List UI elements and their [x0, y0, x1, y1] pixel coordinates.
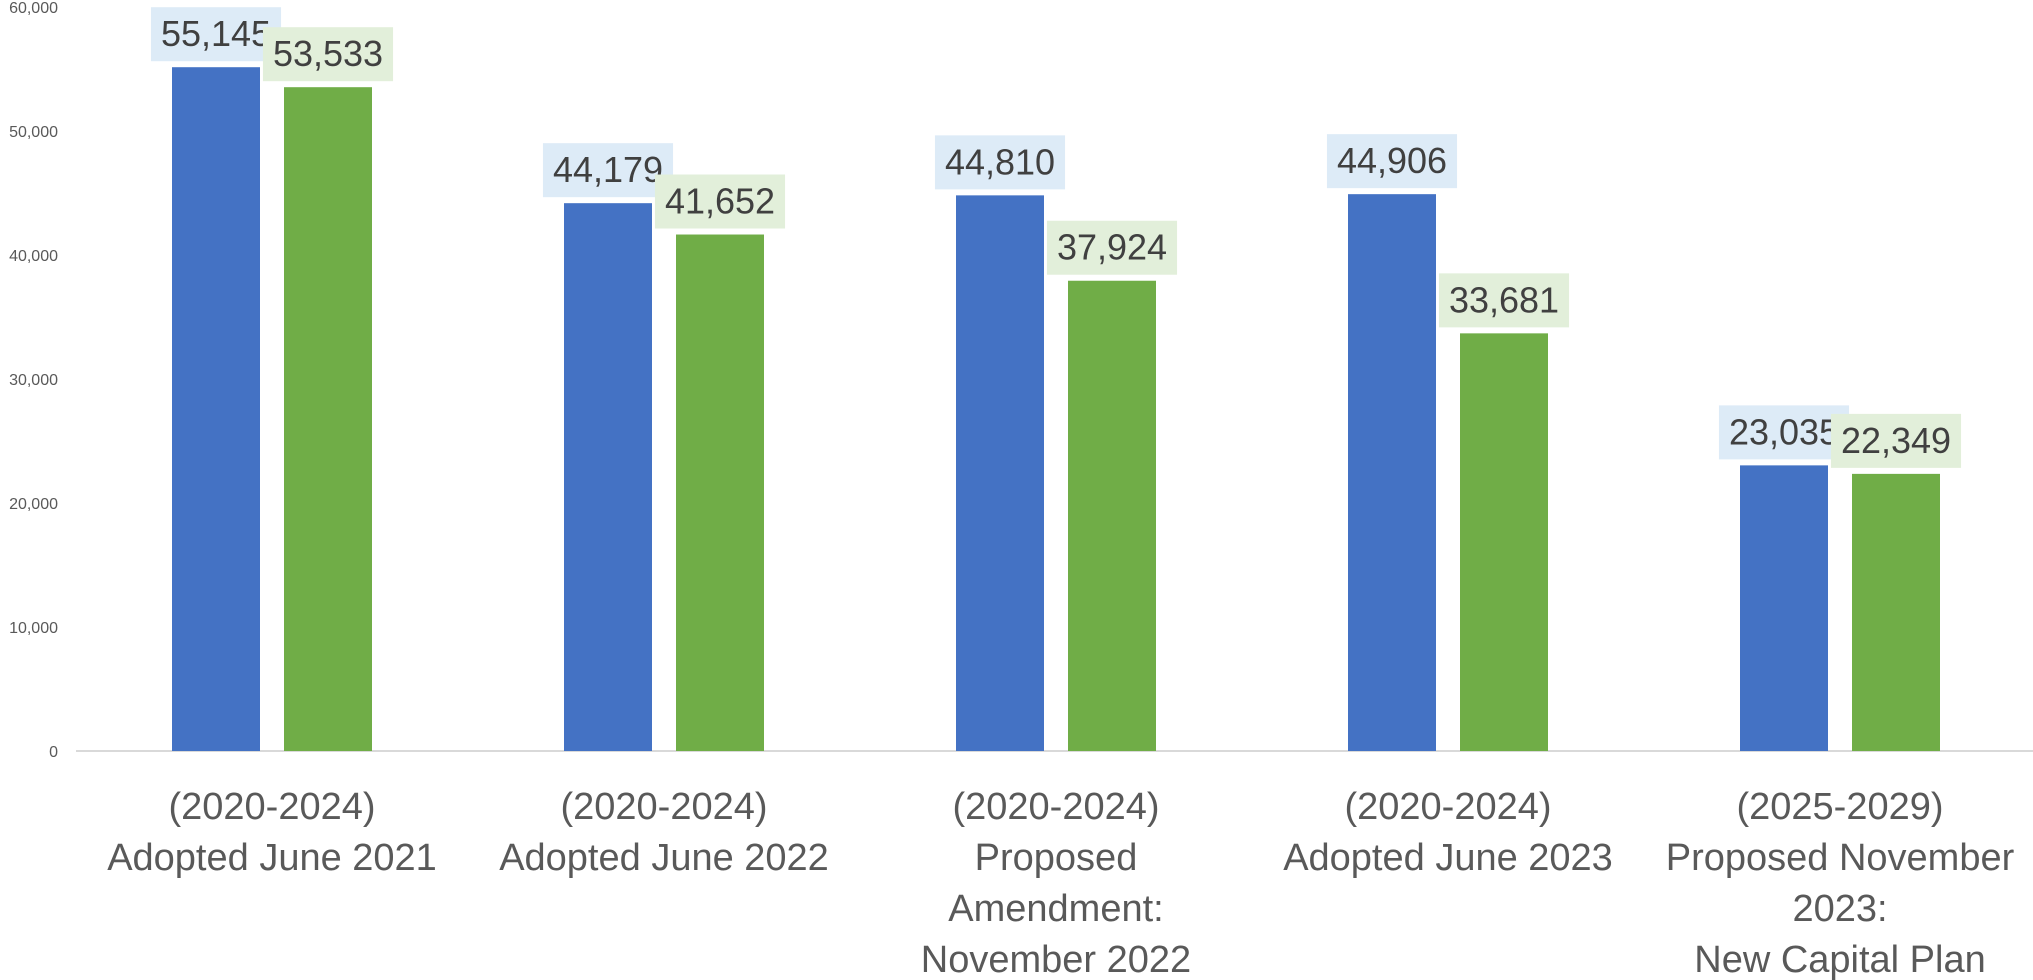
data-labels: 55,145 44,179 44,810 44,906 23,035 53,533 41,6…: [150, 7, 1962, 468]
data-label: 22,349: [1841, 420, 1951, 461]
y-axis-ticks: 0 10,000 20,000 30,000 40,000 50,000 60,000: [9, 0, 58, 761]
data-label-background: [262, 27, 394, 82]
data-label-background: [150, 7, 282, 62]
data-label: 44,810: [945, 141, 1055, 182]
y-tick-label: 50,000: [9, 124, 58, 141]
y-tick-label: 10,000: [9, 620, 58, 637]
data-label-background: [1718, 405, 1850, 460]
category-label: Adopted June 2021: [107, 837, 437, 879]
data-label-background: [1326, 134, 1458, 189]
category-label: (2025-2029): [1736, 786, 1943, 828]
data-label: 55,145: [161, 13, 271, 54]
category-labels: (2020-2024) Adopted June 2021 (2020-2024) A…: [107, 786, 2014, 980]
bar-series-1: [1740, 465, 1828, 751]
data-label: 37,924: [1057, 227, 1167, 268]
y-tick-label: 60,000: [9, 0, 58, 17]
data-label-background: [934, 135, 1066, 190]
y-tick-label: 0: [49, 744, 58, 761]
category-label: New Capital Plan: [1694, 939, 1985, 980]
data-label: 33,681: [1449, 279, 1559, 320]
data-label: 53,533: [273, 33, 383, 74]
data-label-background: [1830, 413, 1962, 468]
y-tick-label: 20,000: [9, 496, 58, 513]
bar-series-2: [1460, 333, 1548, 751]
category-label: Adopted June 2023: [1283, 837, 1613, 879]
data-label: 44,906: [1337, 140, 1447, 181]
data-label-background: [1046, 220, 1178, 275]
category-label: Adopted June 2022: [499, 837, 829, 879]
category-label: Proposed: [975, 837, 1138, 879]
category-label: Amendment:: [948, 888, 1163, 930]
bar-series-2: [284, 87, 372, 752]
category-label: (2020-2024): [168, 786, 375, 828]
data-label-background: [1438, 273, 1570, 328]
data-label-background: [654, 174, 786, 229]
category-label: Proposed November: [1666, 837, 2015, 879]
bars: [172, 67, 1940, 752]
category-label: (2020-2024): [1344, 786, 1551, 828]
bar-series-2: [676, 234, 764, 751]
y-tick-label: 40,000: [9, 248, 58, 265]
bar-series-1: [1348, 194, 1436, 752]
bar-series-1: [956, 195, 1044, 751]
category-label: (2020-2024): [952, 786, 1159, 828]
data-label-background: [542, 143, 674, 198]
data-label: 41,652: [665, 181, 775, 222]
bar-series-2: [1068, 280, 1156, 751]
data-label: 44,179: [553, 149, 663, 190]
category-label: November 2022: [921, 939, 1191, 980]
data-label: 23,035: [1729, 411, 1839, 452]
bar-series-1: [564, 203, 652, 751]
category-label: (2020-2024): [560, 786, 767, 828]
bar-series-1: [172, 67, 260, 751]
category-label: 2023:: [1792, 888, 1887, 930]
y-tick-label: 30,000: [9, 372, 58, 389]
bar-series-2: [1852, 473, 1940, 751]
